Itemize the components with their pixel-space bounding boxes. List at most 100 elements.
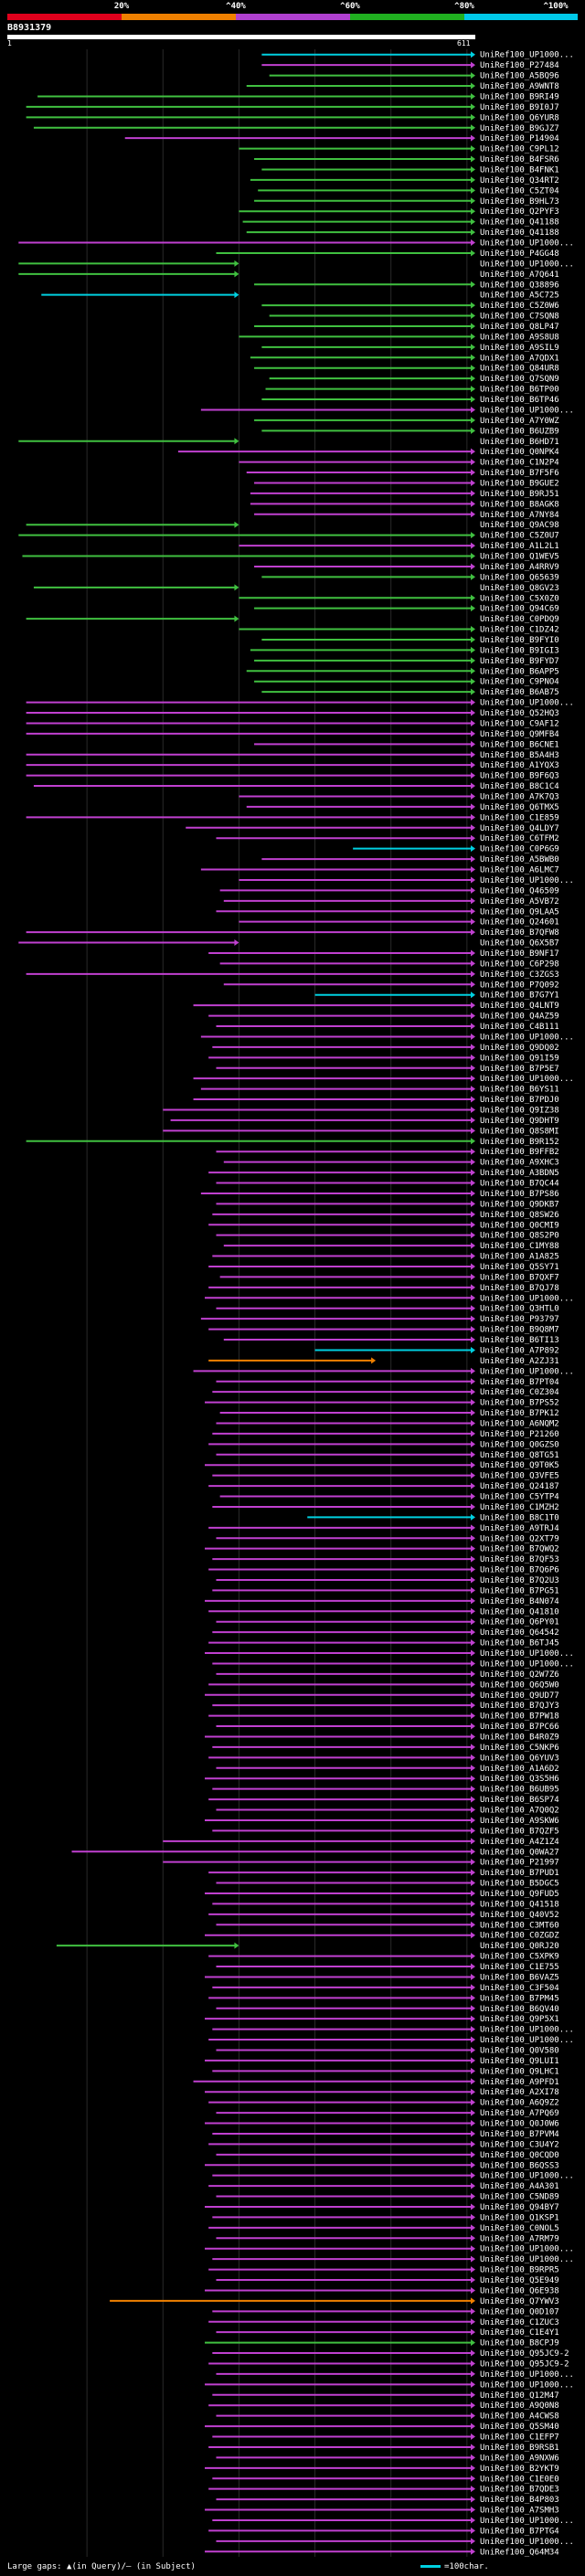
hit-label[interactable]: UniRef100_Q4LDY7: [480, 824, 559, 833]
hit-label[interactable]: UniRef100_B7Q2U3: [480, 1576, 559, 1585]
hit-label[interactable]: UniRef100_B7PK12: [480, 1409, 559, 1418]
hit-label[interactable]: UniRef100_B9FYI0: [480, 636, 559, 645]
hit-label[interactable]: UniRef100_B7P5E7: [480, 1065, 559, 1074]
hit-label[interactable]: UniRef100_Q12M47: [480, 2391, 559, 2401]
hit-label[interactable]: UniRef100_C5X0Z0: [480, 594, 559, 603]
hit-label[interactable]: UniRef100_A9Q0N8: [480, 2401, 559, 2411]
hit-label[interactable]: UniRef100_A7Y0WZ: [480, 417, 559, 426]
hit-label[interactable]: UniRef100_B9Q8M7: [480, 1326, 559, 1335]
hit-label[interactable]: UniRef100_C3MT60: [480, 1921, 559, 1930]
hit-label[interactable]: UniRef100_Q3VFE5: [480, 1472, 559, 1481]
hit-label[interactable]: UniRef100_Q41188: [480, 228, 559, 238]
hit-label[interactable]: UniRef100_A9S8U8: [480, 333, 559, 342]
hit-label[interactable]: UniRef100_UP1000...: [480, 1649, 574, 1659]
hit-label[interactable]: UniRef100_A5VB72: [480, 897, 559, 906]
hit-label[interactable]: UniRef100_Q0CMI9: [480, 1221, 559, 1230]
hit-label[interactable]: UniRef100_Q24601: [480, 918, 559, 928]
hit-label[interactable]: UniRef100_Q6Q5W0: [480, 1680, 559, 1690]
hit-label[interactable]: UniRef100_UP1000...: [480, 51, 574, 60]
hit-label[interactable]: UniRef100_P27484: [480, 61, 559, 70]
hit-label[interactable]: UniRef100_A7K7Q3: [480, 792, 559, 801]
hit-label[interactable]: UniRef100_B9FYD7: [480, 657, 559, 666]
hit-label[interactable]: UniRef100_B9IGI3: [480, 646, 559, 655]
hit-label[interactable]: UniRef100_A4CWS8: [480, 2412, 559, 2422]
hit-label[interactable]: UniRef100_A7RM79: [480, 2234, 559, 2243]
hit-label[interactable]: UniRef100_B6TJ45: [480, 1639, 559, 1648]
hit-label[interactable]: UniRef100_Q0RJ20: [480, 1942, 559, 1951]
hit-label[interactable]: UniRef100_C1MY88: [480, 1242, 559, 1251]
hit-label[interactable]: UniRef100_B7PTG4: [480, 2527, 559, 2536]
hit-label[interactable]: UniRef100_Q9UD77: [480, 1691, 559, 1701]
hit-label[interactable]: UniRef100_A5BQ96: [480, 72, 559, 81]
hit-label[interactable]: UniRef100_Q9AC98: [480, 521, 559, 530]
hit-label[interactable]: UniRef100_UP1000...: [480, 260, 574, 269]
hit-label[interactable]: UniRef100_B6CNE1: [480, 740, 559, 749]
hit-label[interactable]: UniRef100_C6P298: [480, 959, 559, 969]
hit-label[interactable]: UniRef100_UP1000...: [480, 1075, 574, 1084]
hit-label[interactable]: UniRef100_C1E859: [480, 813, 559, 822]
hit-label[interactable]: UniRef100_C9PL12: [480, 145, 559, 154]
hit-label[interactable]: UniRef100_P21260: [480, 1430, 559, 1439]
hit-label[interactable]: UniRef100_B6AB75: [480, 688, 559, 697]
hit-label[interactable]: UniRef100_UP1000...: [480, 239, 574, 249]
hit-label[interactable]: UniRef100_B7QDE3: [480, 2486, 559, 2495]
hit-label[interactable]: UniRef100_A7SMH3: [480, 2507, 559, 2516]
hit-label[interactable]: UniRef100_B4FSR6: [480, 155, 559, 164]
hit-label[interactable]: UniRef100_Q65639: [480, 573, 559, 582]
hit-label[interactable]: UniRef100_C9AF12: [480, 719, 559, 728]
hit-label[interactable]: UniRef100_Q7YWV3: [480, 2297, 559, 2306]
hit-label[interactable]: UniRef100_A9TRJ4: [480, 1524, 559, 1533]
hit-label[interactable]: UniRef100_Q64M34: [480, 2548, 559, 2557]
hit-label[interactable]: UniRef100_A9NXW6: [480, 2454, 559, 2463]
hit-label[interactable]: UniRef100_A6Q9Z2: [480, 2099, 559, 2108]
hit-label[interactable]: UniRef100_B7PUD1: [480, 1869, 559, 1878]
hit-label[interactable]: UniRef100_Q0J0W6: [480, 2120, 559, 2129]
hit-label[interactable]: UniRef100_Q40V52: [480, 1911, 559, 1920]
hit-label[interactable]: UniRef100_B7PM45: [480, 1994, 559, 2003]
hit-label[interactable]: UniRef100_C1N2P4: [480, 459, 559, 468]
hit-label[interactable]: UniRef100_C5ND89: [480, 2193, 559, 2202]
hit-label[interactable]: UniRef100_C3F504: [480, 1984, 559, 1993]
hit-label[interactable]: UniRef100_Q3S5H6: [480, 1775, 559, 1784]
hit-label[interactable]: UniRef100_C5Z0U7: [480, 532, 559, 541]
hit-label[interactable]: UniRef100_A2ZJ31: [480, 1357, 559, 1366]
hit-label[interactable]: UniRef100_A7PQ69: [480, 2109, 559, 2118]
hit-label[interactable]: UniRef100_A5BWB0: [480, 855, 559, 864]
hit-label[interactable]: UniRef100_Q9DKB7: [480, 1200, 559, 1209]
hit-label[interactable]: UniRef100_Q95JC9-2: [480, 2359, 569, 2369]
hit-label[interactable]: UniRef100_C6TFM2: [480, 834, 559, 843]
hit-label[interactable]: UniRef100_Q84UR8: [480, 365, 559, 374]
hit-label[interactable]: UniRef100_Q6PY01: [480, 1618, 559, 1627]
hit-label[interactable]: UniRef100_Q34RT2: [480, 176, 559, 186]
hit-label[interactable]: UniRef100_B9RPR5: [480, 2266, 559, 2275]
hit-label[interactable]: UniRef100_B7PS86: [480, 1190, 559, 1199]
hit-label[interactable]: UniRef100_B7PC66: [480, 1723, 559, 1732]
hit-label[interactable]: UniRef100_Q2PYF3: [480, 207, 559, 217]
hit-label[interactable]: UniRef100_A4A301: [480, 2182, 559, 2191]
hit-label[interactable]: UniRef100_B4R0Z9: [480, 1733, 559, 1742]
hit-label[interactable]: UniRef100_UP1000...: [480, 1033, 574, 1042]
hit-label[interactable]: UniRef100_Q8GV23: [480, 584, 559, 593]
hit-label[interactable]: UniRef100_Q9T0K5: [480, 1461, 559, 1470]
hit-label[interactable]: UniRef100_UP1000...: [480, 2380, 574, 2390]
hit-label[interactable]: UniRef100_P21997: [480, 1859, 559, 1868]
hit-label[interactable]: UniRef100_Q8TG51: [480, 1451, 559, 1460]
hit-label[interactable]: UniRef100_B5A4H3: [480, 751, 559, 760]
hit-label[interactable]: UniRef100_B6SP74: [480, 1796, 559, 1805]
hit-label[interactable]: UniRef100_A7P892: [480, 1346, 559, 1355]
hit-label[interactable]: UniRef100_UP1000...: [480, 406, 574, 415]
hit-label[interactable]: UniRef100_Q24187: [480, 1482, 559, 1491]
hit-label[interactable]: UniRef100_UP1000...: [480, 699, 574, 708]
hit-label[interactable]: UniRef100_Q0V580: [480, 2046, 559, 2055]
hit-label[interactable]: UniRef100_B9GUE2: [480, 479, 559, 488]
hit-label[interactable]: UniRef100_C1E0E0: [480, 2475, 559, 2484]
hit-label[interactable]: UniRef100_C0Z304: [480, 1388, 559, 1397]
hit-label[interactable]: UniRef100_Q0WA27: [480, 1848, 559, 1857]
hit-label[interactable]: UniRef100_B9I0J7: [480, 103, 559, 112]
hit-label[interactable]: UniRef100_Q41810: [480, 1607, 559, 1617]
hit-label[interactable]: UniRef100_A6LMC7: [480, 866, 559, 875]
hit-label[interactable]: UniRef100_B6UB95: [480, 1786, 559, 1795]
hit-label[interactable]: UniRef100_UP1000...: [480, 2255, 574, 2264]
hit-label[interactable]: UniRef100_Q4AZ59: [480, 1012, 559, 1022]
hit-label[interactable]: UniRef100_Q9MFB4: [480, 730, 559, 739]
